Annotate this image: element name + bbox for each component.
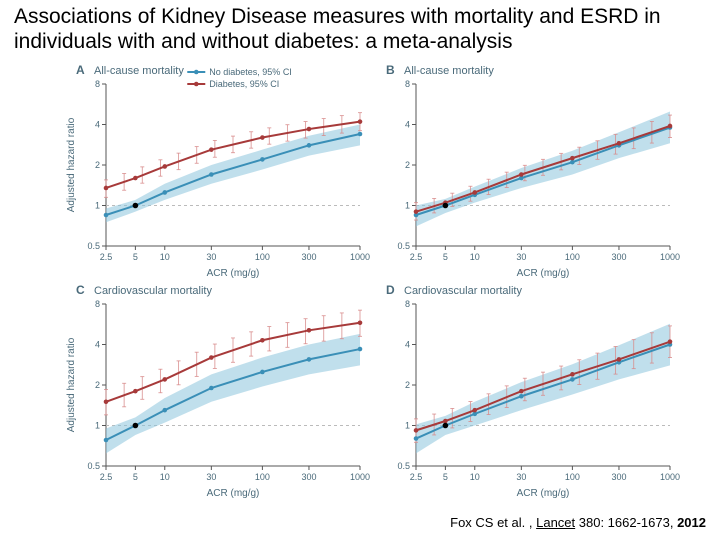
svg-text:100: 100: [255, 472, 270, 482]
svg-text:300: 300: [301, 252, 316, 262]
svg-text:10: 10: [470, 252, 480, 262]
svg-text:ACR (mg/g): ACR (mg/g): [207, 488, 260, 499]
svg-text:2.5: 2.5: [410, 472, 423, 482]
svg-text:300: 300: [611, 252, 626, 262]
page-title: Associations of Kidney Disease measures …: [14, 4, 706, 54]
svg-text:ACR (mg/g): ACR (mg/g): [517, 488, 570, 499]
svg-text:No diabetes, 95% CI: No diabetes, 95% CI: [209, 67, 292, 77]
svg-text:2: 2: [95, 380, 100, 390]
panel-b: 0.5 1 2 4 8 2.5 5 10 30 100 300 1000 B All-cause mort…: [370, 60, 680, 280]
svg-text:4: 4: [95, 340, 100, 350]
svg-text:Adjusted hazard ratio: Adjusted hazard ratio: [66, 117, 77, 212]
svg-text:8: 8: [95, 299, 100, 309]
svg-text:2: 2: [95, 160, 100, 170]
svg-text:300: 300: [301, 472, 316, 482]
svg-text:1: 1: [95, 421, 100, 431]
panel-c: 0.5 1 2 4 8 2.5 5 10 30 100 300 1000 C Cardiovascular…: [60, 280, 370, 500]
panel-d: 0.5 1 2 4 8 2.5 5 10 30 100 300 1000 D Cardiovascular…: [370, 280, 680, 500]
svg-text:4: 4: [95, 120, 100, 130]
svg-text:100: 100: [565, 252, 580, 262]
svg-text:30: 30: [206, 252, 216, 262]
svg-text:5: 5: [443, 252, 448, 262]
panel-a: 0.5 1 2 4 8 2.5 5 10 30 100 300 1000 A All-cause mort…: [60, 60, 370, 280]
svg-text:4: 4: [405, 340, 410, 350]
svg-text:1: 1: [405, 421, 410, 431]
svg-text:2: 2: [405, 160, 410, 170]
svg-text:ACR (mg/g): ACR (mg/g): [207, 268, 260, 279]
svg-text:8: 8: [405, 299, 410, 309]
svg-text:A: A: [76, 63, 85, 77]
svg-text:4: 4: [405, 120, 410, 130]
svg-text:0.5: 0.5: [87, 241, 100, 251]
svg-text:1000: 1000: [350, 472, 370, 482]
svg-text:0.5: 0.5: [87, 461, 100, 471]
svg-text:D: D: [386, 283, 395, 297]
svg-text:Cardiovascular mortality: Cardiovascular mortality: [94, 285, 212, 297]
svg-text:1000: 1000: [660, 472, 680, 482]
svg-text:0.5: 0.5: [397, 461, 410, 471]
svg-text:2.5: 2.5: [100, 252, 113, 262]
svg-text:Cardiovascular mortality: Cardiovascular mortality: [404, 285, 522, 297]
svg-text:100: 100: [565, 472, 580, 482]
svg-text:C: C: [76, 283, 85, 297]
svg-text:All-cause mortality: All-cause mortality: [404, 65, 494, 77]
svg-text:1000: 1000: [350, 252, 370, 262]
svg-text:8: 8: [405, 79, 410, 89]
svg-text:30: 30: [206, 472, 216, 482]
svg-text:2.5: 2.5: [100, 472, 113, 482]
svg-text:30: 30: [516, 252, 526, 262]
svg-text:5: 5: [133, 472, 138, 482]
svg-text:10: 10: [160, 252, 170, 262]
svg-text:1: 1: [405, 201, 410, 211]
citation-year: 2012: [677, 515, 706, 530]
svg-text:All-cause mortality: All-cause mortality: [94, 65, 184, 77]
svg-text:8: 8: [95, 79, 100, 89]
svg-text:5: 5: [133, 252, 138, 262]
citation-author: Fox CS et al. ,: [450, 515, 536, 530]
svg-text:30: 30: [516, 472, 526, 482]
svg-text:1: 1: [95, 201, 100, 211]
svg-text:2: 2: [405, 380, 410, 390]
svg-text:10: 10: [470, 472, 480, 482]
svg-text:0.5: 0.5: [397, 241, 410, 251]
svg-text:B: B: [386, 63, 395, 77]
svg-text:ACR (mg/g): ACR (mg/g): [517, 268, 570, 279]
svg-text:5: 5: [443, 472, 448, 482]
citation-journal: Lancet: [536, 515, 575, 530]
citation: Fox CS et al. , Lancet 380: 1662-1673, 2…: [450, 515, 706, 530]
citation-vol: 380: 1662-1673,: [575, 515, 677, 530]
svg-text:Adjusted hazard ratio: Adjusted hazard ratio: [66, 337, 77, 432]
svg-text:100: 100: [255, 252, 270, 262]
svg-text:Diabetes, 95% CI: Diabetes, 95% CI: [209, 79, 279, 89]
svg-text:1000: 1000: [660, 252, 680, 262]
svg-text:2.5: 2.5: [410, 252, 423, 262]
figure-panels: 0.5 1 2 4 8 2.5 5 10 30 100 300 1000 A All-cause mort…: [60, 60, 680, 500]
svg-text:300: 300: [611, 472, 626, 482]
svg-text:10: 10: [160, 472, 170, 482]
